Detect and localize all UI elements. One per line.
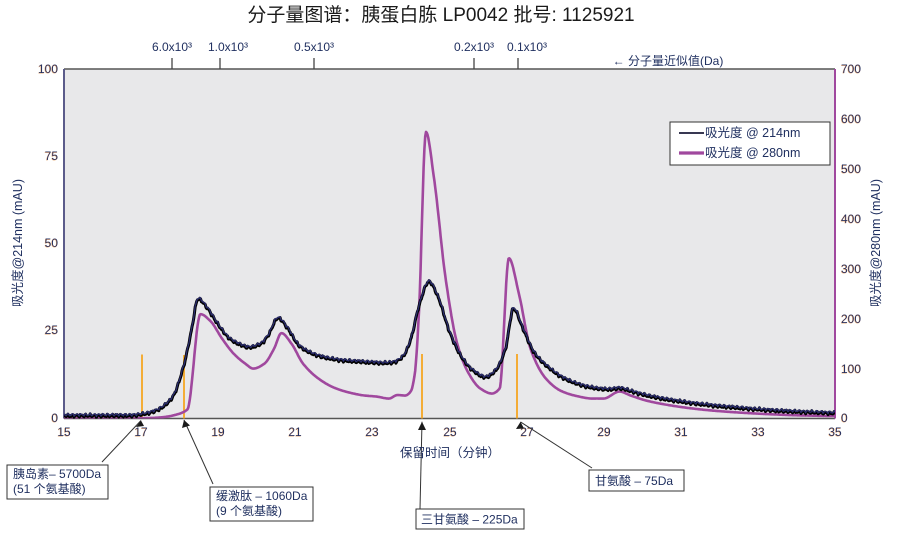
svg-text:缓激肽 – 1060Da: 缓激肽 – 1060Da [216,488,308,503]
svg-text:6.0x10³: 6.0x10³ [152,40,192,54]
svg-text:29: 29 [597,425,611,439]
svg-text:500: 500 [841,162,861,176]
svg-text:31: 31 [674,425,688,439]
svg-text:400: 400 [841,212,861,226]
svg-text:0.2x10³: 0.2x10³ [454,40,494,54]
svg-text:700: 700 [841,62,861,76]
svg-text:100: 100 [841,362,861,376]
svg-text:0: 0 [841,411,848,425]
svg-text:17: 17 [134,425,148,439]
svg-text:吸光度 @ 280nm: 吸光度 @ 280nm [705,145,800,160]
svg-text:15: 15 [57,425,71,439]
svg-text:吸光度@214nm (mAU): 吸光度@214nm (mAU) [10,179,25,307]
svg-text:600: 600 [841,112,861,126]
svg-text:35: 35 [828,425,842,439]
svg-text:(51 个氨基酸): (51 个氨基酸) [13,481,86,496]
svg-text:← 分子量近似值(Da): ← 分子量近似值(Da) [613,53,724,68]
svg-text:0.1x10³: 0.1x10³ [507,40,547,54]
svg-text:21: 21 [288,425,302,439]
svg-text:33: 33 [751,425,765,439]
svg-text:(9 个氨基酸): (9 个氨基酸) [216,503,282,518]
svg-text:保留时间（分钟）: 保留时间（分钟） [400,445,500,460]
svg-text:0: 0 [51,411,58,425]
svg-text:25: 25 [45,323,59,337]
svg-text:分子量图谱：胰蛋白胨 LP0042 批号: 1125921: 分子量图谱：胰蛋白胨 LP0042 批号: 1125921 [247,4,634,26]
svg-text:胰岛素– 5700Da: 胰岛素– 5700Da [13,466,101,481]
svg-text:0.5x10³: 0.5x10³ [294,40,334,54]
svg-text:25: 25 [443,425,457,439]
svg-text:23: 23 [365,425,379,439]
svg-text:吸光度 @ 214nm: 吸光度 @ 214nm [705,125,800,140]
svg-text:75: 75 [45,149,59,163]
svg-text:甘氨酸 – 75Da: 甘氨酸 – 75Da [595,473,673,488]
svg-text:三甘氨酸 – 225Da: 三甘氨酸 – 225Da [421,512,518,527]
svg-text:1.0x10³: 1.0x10³ [208,40,248,54]
svg-text:50: 50 [45,236,59,250]
svg-text:300: 300 [841,262,861,276]
svg-text:200: 200 [841,312,861,326]
svg-text:19: 19 [211,425,225,439]
svg-text:100: 100 [38,62,58,76]
svg-text:吸光度@280nm (mAU): 吸光度@280nm (mAU) [868,179,883,307]
